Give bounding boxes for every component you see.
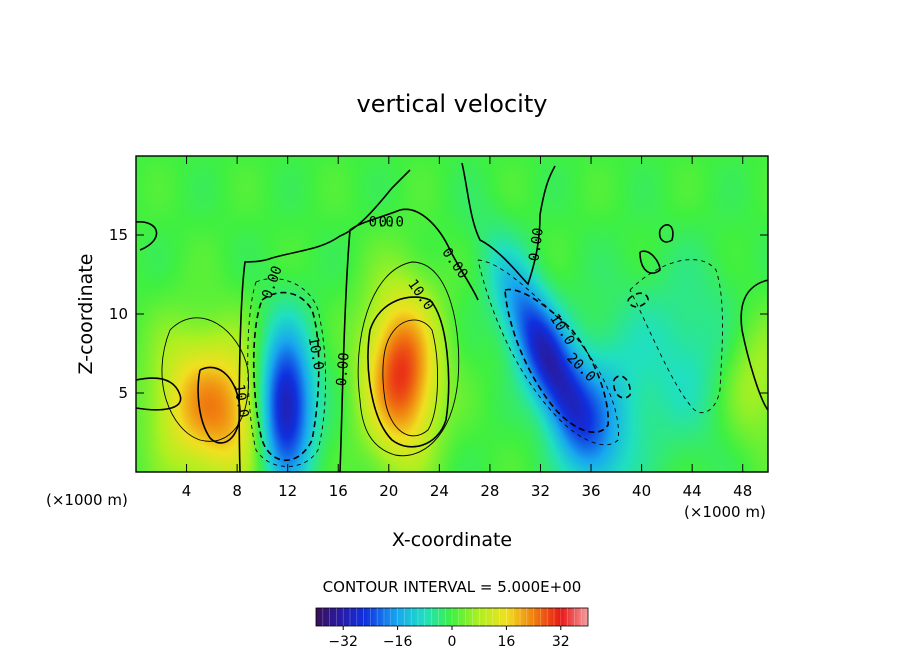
x-tick-label: 24 <box>430 482 449 500</box>
y-axis-ticks: 5 10 15 <box>109 226 768 402</box>
y-tick-label: 15 <box>109 226 128 244</box>
colorbar: −32 −16 0 16 32 <box>315 607 589 650</box>
contour-label: 0.0 <box>369 214 394 230</box>
y-axis-label: Z-coordinate <box>75 254 97 375</box>
colorbar-tick-label: 32 <box>552 634 570 650</box>
heatmap-image <box>136 156 768 472</box>
negative-contour <box>247 259 723 467</box>
y-tick-label: 10 <box>109 305 128 323</box>
contour-interval-label: CONTOUR INTERVAL = 5.000E+00 <box>323 578 582 596</box>
x-tick-label: 28 <box>480 482 499 500</box>
x-tick-label: 4 <box>182 482 192 500</box>
contour-label: 0.00 <box>526 227 547 263</box>
x-tick-label: 32 <box>531 482 550 500</box>
x-unit-right: (×1000 m) <box>684 503 766 521</box>
x-tick-label: 16 <box>329 482 348 500</box>
x-axis-label: X-coordinate <box>392 529 512 551</box>
colorbar-tick-label: 16 <box>497 634 515 650</box>
x-tick-label: 12 <box>278 482 297 500</box>
colorbar-segments <box>322 608 582 626</box>
x-tick-label: 8 <box>232 482 242 500</box>
x-axis-ticks: 4 8 12 16 20 24 28 32 36 40 44 48 <box>182 156 752 500</box>
y-tick-label: 5 <box>118 384 128 402</box>
negative-contour <box>252 291 320 462</box>
x-tick-label: 36 <box>581 482 600 500</box>
contour-label: 0.00 <box>334 352 353 387</box>
x-tick-label: 40 <box>632 482 651 500</box>
colorbar-ticks: −32 −16 0 16 32 <box>328 626 570 650</box>
positive-contour <box>382 319 439 437</box>
negative-contour <box>504 288 649 434</box>
colorbar-tick-label: −32 <box>328 634 358 650</box>
colorbar-tick-label: −16 <box>383 634 413 650</box>
positive-contour <box>161 261 460 457</box>
x-tick-label: 44 <box>683 482 702 500</box>
colorbar-tick-label: 0 <box>448 634 457 650</box>
heatmap-field <box>136 156 768 472</box>
contour-label: 10.0 <box>305 336 327 372</box>
contour-label: 10.0 <box>231 383 252 419</box>
x-unit-left: (×1000 m) <box>46 491 128 509</box>
contour-lines <box>136 162 768 472</box>
zero-contour <box>136 162 768 472</box>
x-tick-label: 20 <box>379 482 398 500</box>
positive-contour <box>136 296 450 448</box>
contour-label: 0.0 <box>379 214 404 230</box>
chart-title: vertical velocity <box>357 90 548 118</box>
x-tick-label: 48 <box>733 482 752 500</box>
